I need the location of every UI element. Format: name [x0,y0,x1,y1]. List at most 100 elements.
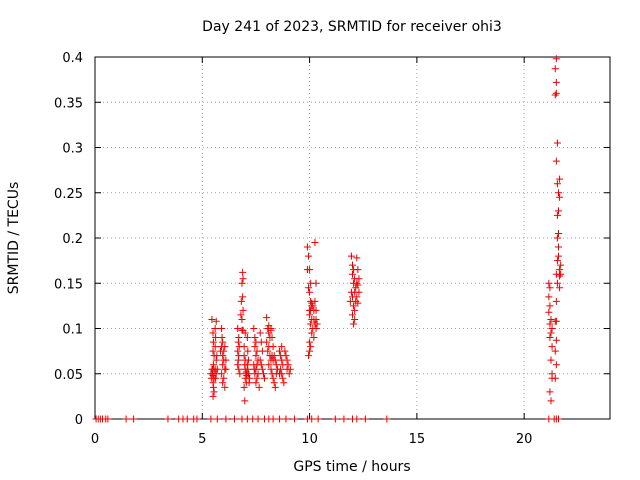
data-point [306,347,314,355]
data-point [282,415,290,423]
data-point [309,302,317,310]
data-point [250,325,258,332]
data-point [209,383,217,391]
data-point [552,317,560,325]
data-point [553,180,561,188]
data-point [553,257,561,265]
data-point [209,338,217,346]
y-tick-label: 0.35 [54,96,83,111]
data-point [305,252,313,260]
data-point [221,383,229,391]
data-point [239,268,247,276]
data-point [308,329,316,337]
data-point [212,356,220,364]
data-point [222,356,230,364]
data-point [221,343,229,351]
data-point [552,78,560,86]
data-point [551,65,559,73]
y-tick-label: 0.4 [62,51,83,66]
data-point [265,361,273,369]
data-point [269,415,277,423]
data-point [234,356,242,364]
data-point [552,361,560,369]
data-point [238,315,246,323]
data-point [237,311,245,319]
data-point [212,317,220,325]
data-point [546,284,554,292]
data-point [350,320,358,328]
x-tick-label: 10 [301,432,318,447]
data-point [239,275,247,283]
y-tick-label: 0.1 [62,323,83,338]
data-point [306,338,314,346]
data-point [220,374,228,382]
data-point [219,338,227,346]
data-point [263,314,271,322]
data-point [557,270,565,278]
data-point [234,361,242,369]
data-point [257,361,265,369]
data-point [353,415,361,423]
data-point [219,352,227,360]
data-point [234,338,242,346]
data-point [269,356,277,364]
data-point [222,415,230,423]
data-point [240,383,248,391]
data-point [252,379,260,387]
data-point [270,379,278,387]
y-tick-label: 0.05 [54,368,83,383]
data-point [547,315,555,323]
data-point [306,311,314,319]
data-point [252,352,260,360]
data-point [551,347,559,355]
data-markers [92,55,565,423]
data-point [261,374,269,382]
data-point [218,370,226,378]
data-point [355,288,363,296]
data-point [213,415,221,423]
data-point [349,270,356,278]
data-point [311,239,319,247]
data-point [218,334,226,342]
data-point [311,297,319,305]
data-point [545,293,553,301]
data-point [243,372,251,380]
data-point [548,343,556,351]
x-tick-label: 20 [516,432,533,447]
data-point [207,374,215,382]
data-point [240,343,248,351]
data-point [255,383,263,391]
data-point [354,281,362,289]
data-point [546,302,554,310]
axis-ticks: 0 0.05 0.1 0.15 0.2 0.25 0.3 0.35 0.4 0 5 10 15 20 [54,51,610,447]
data-point [217,347,225,355]
data-point [234,325,242,332]
data-point [256,329,264,337]
data-point [545,279,553,287]
data-point [243,334,251,342]
data-point [545,308,553,316]
data-point [219,361,227,369]
data-point [240,352,248,360]
data-point [130,415,138,423]
data-point [291,415,299,423]
data-point [361,415,369,423]
data-point [306,266,314,274]
data-point [312,279,320,287]
data-point [556,272,564,280]
data-point [265,322,273,330]
data-point [239,306,247,314]
data-point [281,347,289,355]
data-point [555,207,562,215]
data-point [547,356,555,364]
data-point [219,379,227,387]
x-tick-label: 5 [198,432,206,447]
data-point [267,326,275,334]
data-point [278,343,286,351]
data-point [547,397,555,405]
data-point [245,379,253,387]
data-point [211,343,219,351]
data-point [218,325,226,332]
data-point [552,89,560,97]
